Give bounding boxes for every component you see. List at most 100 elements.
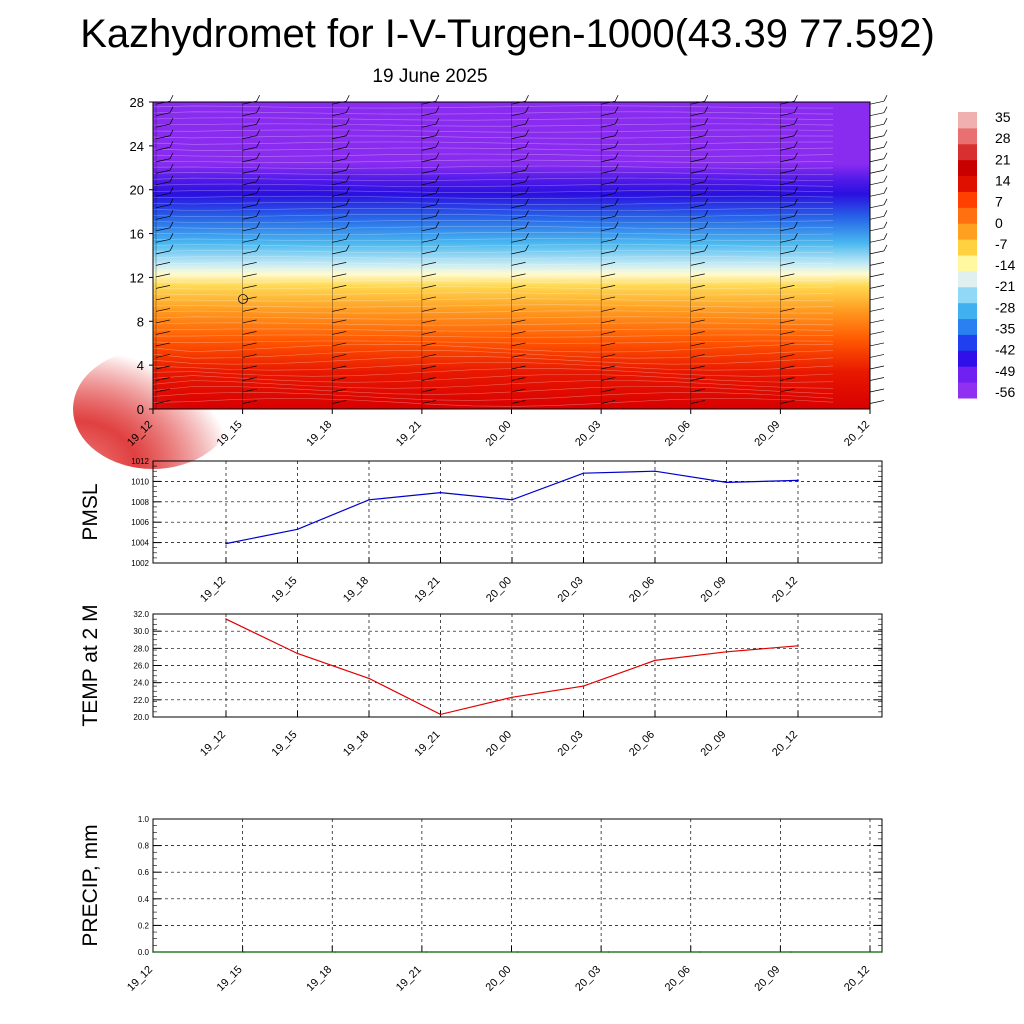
wind-barb-flag [614, 118, 619, 125]
wind-barb [421, 285, 436, 289]
y-tick-label: 1012 [131, 457, 149, 466]
wind-barb-flag [169, 118, 174, 125]
x-tick-label: 19_12 [198, 575, 228, 605]
wind-barb [421, 354, 436, 358]
series-point [511, 499, 513, 501]
wind-barb [332, 377, 347, 381]
wind-barb-flag [794, 198, 798, 205]
wind-barb [511, 227, 526, 232]
y-tick-label: 22.0 [133, 696, 149, 705]
contour-line [152, 214, 834, 218]
wind-barb-flag [704, 95, 709, 102]
wind-barb [332, 123, 347, 128]
series-point [516, 951, 519, 953]
wind-barb [242, 123, 257, 128]
wind-barb [869, 388, 885, 393]
wind-barb-flag [169, 244, 174, 252]
wind-barb [242, 296, 257, 301]
y-tick-label: 1002 [131, 559, 149, 568]
wind-barb [511, 388, 526, 393]
x-tick-label: 20_09 [752, 964, 782, 994]
contour-line [152, 298, 834, 302]
wind-barb-flag [345, 141, 350, 148]
wind-barb-flag [169, 221, 174, 228]
contour-line [152, 244, 834, 248]
x-tick-label: 20_09 [752, 419, 782, 449]
wind-barb-flag [256, 221, 260, 228]
colorbar-swatch [958, 318, 977, 335]
wind-barb [780, 296, 795, 301]
x-tick-label: 20_00 [484, 575, 514, 605]
wind-barb [421, 135, 436, 140]
wind-barb [242, 112, 257, 117]
wind-barb-flag [435, 221, 440, 228]
contour-line [152, 361, 834, 371]
wind-barb-flag [256, 106, 260, 113]
contour-line [152, 343, 834, 353]
temp-panel: 20.0 22.0 24.0 26.0 28.0 30.0 32.0 19_12 19_15 19… [79, 604, 883, 759]
wind-barb [242, 158, 257, 163]
wind-barb [332, 308, 347, 312]
x-tick-label: 19_18 [304, 964, 334, 994]
colorbar-label: 21 [995, 151, 1011, 167]
wind-barb [242, 169, 257, 174]
wind-barb [421, 319, 436, 324]
contour-line [152, 256, 834, 260]
wind-barb [690, 377, 705, 381]
colorbar-label: -56 [995, 384, 1015, 400]
x-tick-label: 19_18 [304, 419, 334, 449]
wind-barb-flag [794, 233, 798, 240]
wind-barb [421, 365, 436, 370]
wind-barb-flag [435, 141, 440, 148]
wind-barb-flag [169, 106, 174, 113]
wind-barb [421, 308, 436, 312]
colorbar-swatch [958, 286, 977, 304]
wind-barb [511, 204, 526, 209]
wind-barb [155, 204, 171, 209]
wind-barb [155, 135, 171, 140]
wind-barb [511, 285, 526, 289]
colorbar-swatch [958, 350, 977, 367]
wind-barb-flag [345, 233, 350, 240]
wind-barbs [155, 95, 888, 409]
wind-barb [690, 135, 705, 140]
wind-barb [601, 112, 616, 117]
wind-barb [511, 135, 526, 140]
y-tick-label: 1.0 [138, 815, 150, 824]
y-tick-label: 20 [130, 183, 144, 198]
contour-line [152, 111, 834, 115]
wind-barb [869, 192, 885, 197]
wind-barb [869, 285, 885, 289]
wind-barb [242, 146, 257, 151]
wind-barb-flag [794, 118, 798, 125]
wind-barb-flag [435, 95, 440, 102]
wind-barb-flag [704, 152, 709, 159]
wind-barb [780, 308, 795, 312]
wind-barb [601, 342, 616, 347]
series-point [368, 499, 370, 501]
wind-barb [421, 400, 436, 404]
wind-barb [690, 215, 705, 220]
y-tick-label: 1008 [131, 498, 149, 507]
contour-line [152, 189, 834, 193]
colorbar-swatch [958, 239, 977, 256]
calm-wind-marker [238, 294, 248, 304]
wind-barb [242, 262, 257, 266]
wind-barb [690, 192, 705, 197]
wind-barb-flag [256, 244, 260, 252]
x-tick-label: 20_06 [663, 419, 693, 449]
x-tick-label: 19_15 [270, 575, 300, 605]
wind-barb [780, 388, 795, 393]
wind-barb [332, 365, 347, 370]
wind-barb [155, 227, 171, 232]
wind-barb [780, 146, 795, 151]
wind-barb [780, 354, 795, 358]
wind-barb [690, 262, 705, 266]
wind-barb [780, 262, 795, 266]
wind-barb-flag [345, 164, 350, 171]
wind-barb [332, 331, 347, 335]
wind-barb [869, 354, 885, 358]
wind-barb [690, 354, 705, 358]
wind-barb [421, 158, 436, 163]
wind-barb [780, 158, 795, 163]
